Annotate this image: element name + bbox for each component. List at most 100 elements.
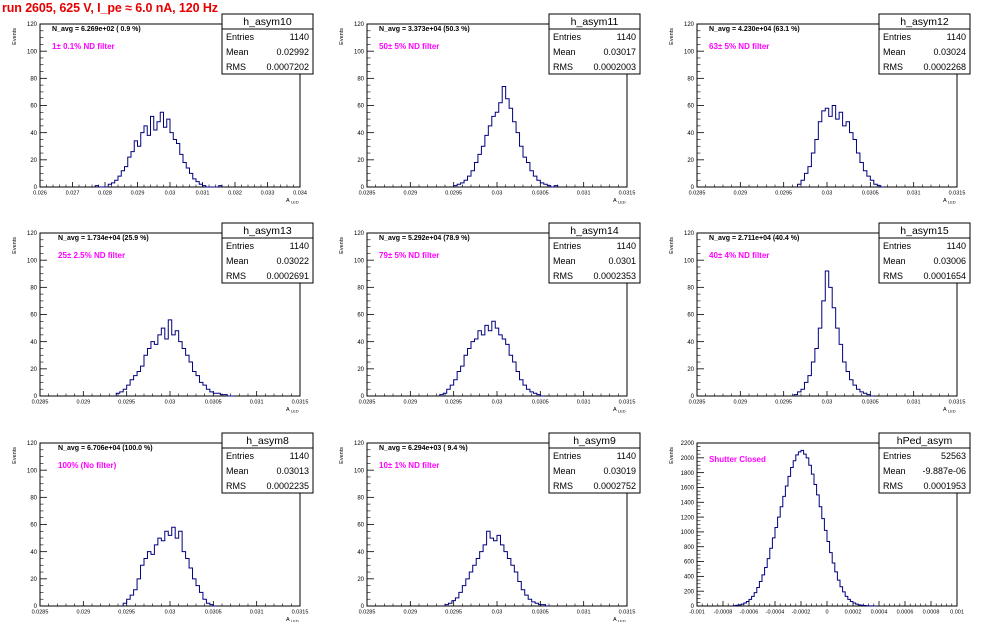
histogram-h_asym10: 0 20 40 60 80 100 120 0.026 0.027 0.028 0.029 0.03 0… <box>12 13 314 205</box>
stats-value: 1140 <box>947 241 966 251</box>
histogram-name: h_asym11 <box>571 16 619 28</box>
y-tick-label: 2000 <box>681 456 695 462</box>
y-tick-label: 40 <box>30 131 37 137</box>
x-tick-label: 0.0008 <box>923 610 940 616</box>
stats-label: Mean <box>226 256 249 266</box>
x-tick-label: 0.0295 <box>118 610 135 616</box>
stats-box <box>548 237 641 284</box>
x-tick-label: 0.031 <box>196 191 210 197</box>
stats-value: 1140 <box>617 451 636 461</box>
stats-label: RMS <box>553 62 573 72</box>
x-tick-label: 0.031 <box>577 191 591 197</box>
stats-box <box>221 237 314 284</box>
x-tick-label: 0.029 <box>403 191 417 197</box>
stats-value: 0.0001953 <box>923 481 966 491</box>
y-tick-label: 200 <box>684 589 695 595</box>
y-tick-label: 40 <box>30 550 37 556</box>
x-tick-label: 0.03 <box>822 400 833 406</box>
y-tick-label: 100 <box>27 49 38 55</box>
filter-annotation: Shutter Closed <box>709 455 766 464</box>
x-tick-label: 0.0315 <box>292 610 309 616</box>
x-tick-label: 0.0295 <box>775 191 792 197</box>
stats-value: 1140 <box>290 241 309 251</box>
histogram-h_asym15: 0 20 40 60 80 100 120 0.0285 0.029 0.0295 0.03 0.03… <box>669 222 971 414</box>
histogram-line <box>122 526 217 607</box>
y-tick-label: 100 <box>684 258 695 264</box>
stats-label: RMS <box>226 271 246 281</box>
x-axis-title: A LED <box>613 407 626 414</box>
stats-label: Mean <box>553 47 576 57</box>
navg-annotation: N_avg = 2.711e+04 (40.4 %) <box>709 235 799 242</box>
histogram-h_asym9: 0 20 40 60 80 100 120 0.0285 0.029 0.0295 0.03 0.03… <box>339 432 641 622</box>
y-tick-label: 120 <box>684 22 695 28</box>
y-tick-label: 60 <box>357 313 364 319</box>
stats-label: RMS <box>226 481 246 491</box>
stats-value: 0.03022 <box>276 256 309 266</box>
y-tick-label: 100 <box>354 468 365 474</box>
y-tick-label: 100 <box>27 258 38 264</box>
y-axis-title: Events <box>669 447 675 464</box>
filter-annotation: 40± 4% ND filter <box>709 251 769 260</box>
x-tick-label: 0.029 <box>76 610 90 616</box>
histogram-hPed_asym: 0 200 400 600 800 1000 1200 1400 1600 1800 2000 220… <box>669 432 971 616</box>
y-tick-label: 80 <box>357 496 364 502</box>
stats-value: 0.03006 <box>933 256 966 266</box>
x-tick-label: 0.0285 <box>359 610 376 616</box>
stats-label: Mean <box>226 47 249 57</box>
y-tick-label: 0 <box>34 604 38 610</box>
x-axis-title: A LED <box>943 407 956 414</box>
x-tick-label: 0.0295 <box>775 400 792 406</box>
x-tick-label: 0.0295 <box>445 610 462 616</box>
x-tick-label: 0.029 <box>733 191 747 197</box>
y-tick-label: 0 <box>691 394 695 400</box>
stats-value: 52563 <box>941 451 966 461</box>
y-tick-label: 60 <box>687 313 694 319</box>
navg-annotation: N_avg = 5.292e+04 (78.9 %) <box>379 235 470 242</box>
stats-label: RMS <box>883 481 903 491</box>
y-tick-label: 80 <box>30 286 37 292</box>
stats-label: Entries <box>553 451 582 461</box>
y-tick-label: 1000 <box>681 530 695 536</box>
y-tick-label: 20 <box>357 367 364 373</box>
x-tick-label: 0.027 <box>66 191 80 197</box>
y-axis-title: Events <box>339 28 345 45</box>
x-tick-label: 0.0006 <box>897 610 914 616</box>
x-tick-label: 0.031 <box>577 610 591 616</box>
stats-value: 0.0007202 <box>266 62 309 72</box>
y-tick-label: 1400 <box>681 500 695 506</box>
histogram-name: h_asym8 <box>246 435 289 447</box>
x-tick-label: 0.031 <box>907 191 921 197</box>
y-tick-label: 80 <box>30 77 37 83</box>
y-tick-label: 0 <box>361 394 365 400</box>
navg-annotation: N_avg = 1.734e+04 (25.9 %) <box>58 235 149 242</box>
stats-value: 0.03024 <box>933 47 966 57</box>
y-tick-label: 120 <box>684 231 695 237</box>
x-tick-label: 0.029 <box>733 400 747 406</box>
x-tick-label: 0.029 <box>76 400 90 406</box>
x-tick-label: 0.029 <box>403 400 417 406</box>
stats-label: Entries <box>553 32 582 42</box>
x-tick-label: 0.0305 <box>532 400 549 406</box>
histogram-name: h_asym12 <box>900 16 949 28</box>
stats-value: 0.0301 <box>608 256 636 266</box>
y-tick-label: 40 <box>357 550 364 556</box>
y-tick-label: 20 <box>30 367 37 373</box>
histogram-line <box>797 105 885 188</box>
y-tick-label: 800 <box>684 545 695 551</box>
stats-value: 0.0002752 <box>593 481 636 491</box>
x-tick-label: 0.0305 <box>532 191 549 197</box>
histogram-h_asym13: 0 20 40 60 80 100 120 0.0285 0.029 0.0295 0.03 0.03… <box>12 222 314 414</box>
navg-annotation: N_avg = 6.269e+02 ( 0.9 %) <box>52 26 141 33</box>
x-tick-label: 0.0002 <box>845 610 862 616</box>
stats-label: Entries <box>226 451 255 461</box>
stats-value: 0.02992 <box>276 47 309 57</box>
stats-label: Mean <box>226 466 249 476</box>
stats-box <box>878 28 971 75</box>
x-tick-label: 0.031 <box>907 400 921 406</box>
x-tick-label: 0.03 <box>165 400 176 406</box>
histogram-h_asym12: 0 20 40 60 80 100 120 0.0285 0.029 0.0295 0.03 0.03… <box>669 13 971 205</box>
stats-label: Mean <box>883 466 906 476</box>
y-tick-label: 400 <box>684 575 695 581</box>
x-tick-label: 0.0285 <box>689 191 706 197</box>
stats-label: Entries <box>226 32 255 42</box>
